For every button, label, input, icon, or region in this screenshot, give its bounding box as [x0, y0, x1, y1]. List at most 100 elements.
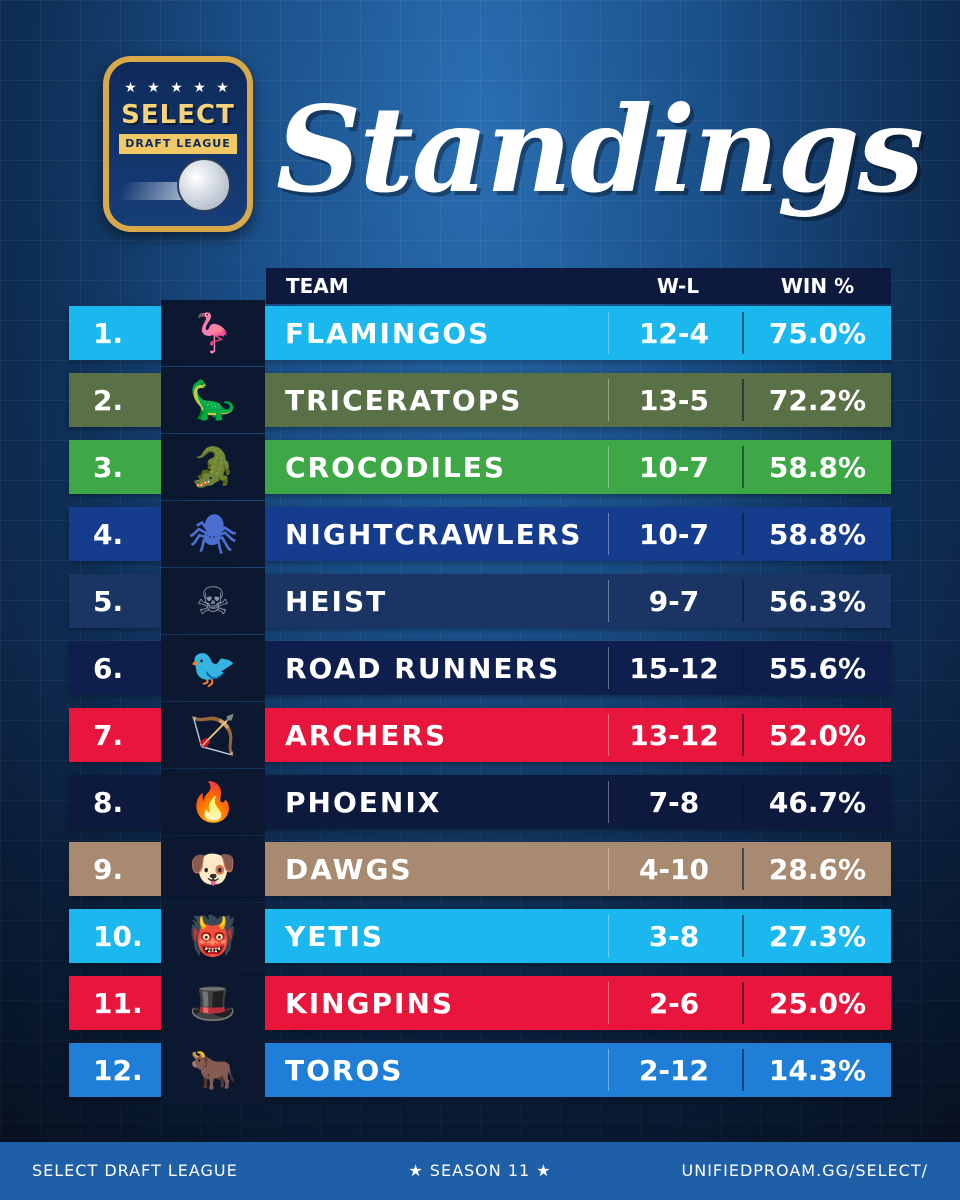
spider-icon: 🕷	[161, 501, 265, 567]
bulldog-icon: 🐶	[161, 836, 265, 902]
row-pct: 28.6%	[768, 852, 867, 886]
logo-banner: DRAFT LEAGUE	[119, 134, 237, 154]
row-pct: 75.0%	[768, 316, 867, 350]
row-wl: 10-7	[638, 450, 710, 484]
team-logo-glyph: 🐶	[189, 847, 237, 891]
row-divider	[742, 1049, 744, 1091]
row-wl: 2-6	[648, 986, 700, 1020]
team-logo-glyph: 🐦	[189, 646, 237, 690]
logo-shield: ★ ★ ★ ★ ★ SELECT DRAFT LEAGUE	[109, 62, 247, 226]
table-row: 2. 🦕 TRICERATOPS 13-5 72.2%	[69, 367, 891, 433]
row-pct: 25.0%	[768, 986, 867, 1020]
row-divider	[608, 312, 609, 354]
row-rank: 8.	[93, 785, 124, 819]
row-divider	[742, 781, 744, 823]
row-rank: 6.	[93, 651, 124, 685]
row-pct: 46.7%	[768, 785, 867, 819]
row-divider	[742, 915, 744, 957]
bull-icon: 🐂	[161, 1037, 265, 1103]
row-pct: 56.3%	[768, 584, 867, 618]
table-row: 1. 🦩 FLAMINGOS 12-4 75.0%	[69, 300, 891, 366]
row-team: TOROS	[285, 1053, 404, 1087]
row-wl: 15-12	[629, 651, 719, 685]
row-rank: 9.	[93, 852, 124, 886]
row-divider	[608, 1049, 609, 1091]
row-rank: 2.	[93, 383, 124, 417]
header-team: TEAM	[286, 274, 349, 298]
crocodile-icon: 🐊	[161, 434, 265, 500]
row-pct: 58.8%	[768, 450, 867, 484]
table-row: 11. 🎩 KINGPINS 2-6 25.0%	[69, 970, 891, 1036]
basketball-icon	[177, 158, 231, 212]
row-divider	[608, 647, 609, 689]
team-logo-glyph: 🕷	[188, 512, 238, 556]
row-pct: 58.8%	[768, 517, 867, 551]
row-wl: 9-7	[648, 584, 700, 618]
standings-header: TEAM W-L WIN %	[266, 268, 891, 304]
row-divider	[608, 446, 609, 488]
row-rank: 5.	[93, 584, 124, 618]
table-row: 8. 🔥 PHOENIX 7-8 46.7%	[69, 769, 891, 835]
table-row: 9. 🐶 DAWGS 4-10 28.6%	[69, 836, 891, 902]
row-team: YETIS	[285, 919, 385, 953]
standings-table: 1. 🦩 FLAMINGOS 12-4 75.0% 2. 🦕 TRICERATOPS 13-5 7…	[69, 300, 891, 1110]
row-pct: 27.3%	[768, 919, 867, 953]
row-wl: 7-8	[648, 785, 700, 819]
team-logo-glyph: 🎩	[189, 981, 237, 1025]
row-divider	[742, 379, 744, 421]
row-rank: 7.	[93, 718, 124, 752]
row-divider	[608, 580, 609, 622]
row-divider	[742, 714, 744, 756]
row-wl: 13-5	[638, 383, 710, 417]
roadrunner-icon: 🐦	[161, 635, 265, 701]
row-divider	[608, 982, 609, 1024]
header-wl: W-L	[656, 274, 700, 298]
row-team: NIGHTCRAWLERS	[285, 517, 583, 551]
row-wl: 12-4	[638, 316, 710, 350]
row-divider	[742, 312, 744, 354]
row-wl: 3-8	[648, 919, 700, 953]
logo-select-text: SELECT	[121, 100, 235, 130]
footer-season: ★ SEASON 11 ★	[408, 1161, 552, 1180]
row-wl: 2-12	[638, 1053, 710, 1087]
row-pct: 14.3%	[768, 1053, 867, 1087]
row-wl: 10-7	[638, 517, 710, 551]
phoenix-icon: 🔥	[161, 769, 265, 835]
row-divider	[742, 848, 744, 890]
page-title: Standings	[276, 80, 924, 219]
row-team: KINGPINS	[285, 986, 455, 1020]
row-team: DAWGS	[285, 852, 413, 886]
row-rank: 1.	[93, 316, 124, 350]
footer: SELECT DRAFT LEAGUE ★ SEASON 11 ★ UNIFIE…	[0, 1142, 960, 1200]
team-logo-glyph: 🐊	[189, 445, 237, 489]
row-pct: 52.0%	[768, 718, 867, 752]
row-divider	[742, 982, 744, 1024]
header-pct: WIN %	[780, 274, 855, 298]
team-logo-glyph: ☠	[195, 579, 231, 623]
row-divider	[608, 781, 609, 823]
team-logo-glyph: 🔥	[189, 780, 237, 824]
row-divider	[742, 580, 744, 622]
row-rank: 10.	[93, 919, 143, 953]
table-row: 4. 🕷 NIGHTCRAWLERS 10-7 58.8%	[69, 501, 891, 567]
row-divider	[742, 513, 744, 555]
team-logo-glyph: 🐂	[189, 1048, 237, 1092]
row-rank: 3.	[93, 450, 124, 484]
archer-icon: 🏹	[161, 702, 265, 768]
logo-stars: ★ ★ ★ ★ ★	[124, 80, 232, 96]
table-row: 12. 🐂 TOROS 2-12 14.3%	[69, 1037, 891, 1103]
row-team: FLAMINGOS	[285, 316, 491, 350]
row-team: HEIST	[285, 584, 388, 618]
row-rank: 4.	[93, 517, 124, 551]
table-row: 3. 🐊 CROCODILES 10-7 58.8%	[69, 434, 891, 500]
flamingo-icon: 🦩	[161, 300, 265, 366]
team-logo-glyph: 🦩	[189, 311, 237, 355]
row-team: ROAD RUNNERS	[285, 651, 561, 685]
footer-league: SELECT DRAFT LEAGUE	[32, 1161, 238, 1180]
league-logo: ★ ★ ★ ★ ★ SELECT DRAFT LEAGUE	[103, 56, 253, 232]
row-rank: 11.	[93, 986, 143, 1020]
row-divider	[608, 848, 609, 890]
row-rank: 12.	[93, 1053, 143, 1087]
row-divider	[742, 446, 744, 488]
gasmask-icon: ☠	[161, 568, 265, 634]
